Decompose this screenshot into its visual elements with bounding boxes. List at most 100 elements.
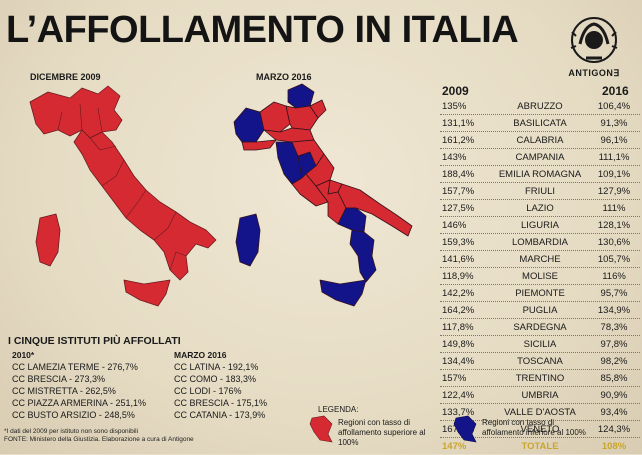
table-row: 122,4% UMBRIA 90,9% — [440, 387, 640, 404]
legend-title: LEGENDA: — [318, 405, 359, 414]
table-row: 161,2% CALABRIA 96,1% — [440, 132, 640, 149]
region-name: TOTALE — [521, 441, 559, 452]
region-veneto-shape — [285, 105, 319, 131]
source-note: FONTE: Ministero della Giustizia. Elabor… — [4, 436, 194, 443]
region-name: VALLE D'AOSTA — [504, 407, 576, 418]
region-name: SARDEGNA — [513, 322, 567, 333]
table-row: 157,7% FRIULI 127,9% — [440, 183, 640, 200]
value-2016: 134,9% — [597, 305, 631, 316]
table-row: 149,8% SICILIA 97,8% — [440, 336, 640, 353]
region-name: EMILIA ROMAGNA — [498, 169, 582, 180]
region-sicily-shape — [123, 279, 171, 307]
region-name: FRIULI — [524, 186, 556, 197]
row-divider — [440, 165, 640, 166]
table-row: 143% CAMPANIA 111,1% — [440, 149, 640, 166]
region-sardinia-2016-shape — [235, 213, 261, 267]
value-2016: 95,7% — [600, 288, 628, 299]
institute-item: CC BRESCIA - 175,1% — [174, 398, 268, 408]
row-divider — [440, 199, 640, 200]
region-name: ABRUZZO — [517, 101, 563, 112]
table-row: 141,6% MARCHE 105,7% — [440, 251, 640, 268]
value-2016: 128,1% — [597, 220, 631, 231]
region-sicily-2016-shape — [319, 279, 367, 307]
value-2009: 147% — [442, 441, 467, 452]
row-divider — [440, 250, 640, 251]
row-divider — [440, 182, 640, 183]
value-2016: 78,3% — [600, 322, 628, 333]
region-name: TRENTINO — [515, 373, 565, 384]
map-label-2016: MARZO 2016 — [256, 72, 312, 82]
table-total-row: 147% TOTALE 108% — [440, 438, 640, 455]
institute-item: CC CATANIA - 173,9% — [174, 410, 266, 420]
value-2009: 142,2% — [442, 288, 475, 299]
row-divider — [440, 114, 640, 115]
table-row: 142,2% PIEMONTE 95,7% — [440, 285, 640, 302]
legend-blue-region-icon — [453, 415, 477, 443]
region-peninsula-shape — [73, 129, 217, 281]
value-2009: 157% — [442, 373, 467, 384]
region-name: MARCHE — [519, 254, 561, 265]
region-name: LAZIO — [526, 203, 554, 214]
region-name: PUGLIA — [522, 305, 558, 316]
institute-item: CC LAMEZIA TERME - 276,7% — [12, 362, 138, 372]
page-title: L’AFFOLLAMENTO IN ITALIA — [6, 9, 519, 51]
value-2009: 164,2% — [442, 305, 475, 316]
value-2016: 90,9% — [600, 390, 628, 401]
region-puglia-shape — [337, 183, 413, 237]
institute-item: CC BUSTO ARSIZIO - 248,5% — [12, 410, 135, 420]
institute-item: CC MISTRETTA - 262,5% — [12, 386, 116, 396]
table-row: 117,8% SARDEGNA 78,3% — [440, 319, 640, 336]
table-row: 164,2% PUGLIA 134,9% — [440, 302, 640, 319]
table-row: 146% LIGURIA 128,1% — [440, 217, 640, 234]
map-label-2009: DICEMBRE 2009 — [30, 72, 101, 82]
row-divider — [440, 267, 640, 268]
region-name: CAMPANIA — [515, 152, 565, 163]
value-2009: 118,9% — [442, 271, 474, 282]
row-divider — [440, 335, 640, 336]
region-name: LIGURIA — [520, 220, 559, 231]
value-2016: 127,9% — [597, 186, 631, 197]
row-divider — [440, 420, 640, 421]
table-row: 159,3% LOMBARDIA 130,6% — [440, 234, 640, 251]
region-name: VENETO — [520, 424, 560, 435]
italy-map-2016 — [233, 83, 413, 307]
italy-map-2009 — [29, 85, 217, 307]
institutes-header-2016: MARZO 2016 — [174, 350, 227, 360]
region-name: LOMBARDIA — [512, 237, 568, 248]
table-row: 157% TRENTINO 85,8% — [440, 370, 640, 387]
value-2016: 93,4% — [600, 407, 628, 418]
region-friuli-shape — [309, 99, 327, 119]
region-north-shape — [29, 85, 123, 139]
value-2009: 122,4% — [442, 390, 475, 401]
region-name: MOLISE — [522, 271, 558, 282]
row-divider — [440, 233, 640, 234]
logo-text: ANTIGON∃ — [568, 68, 620, 78]
region-name: TOSCANA — [517, 356, 563, 367]
institute-item: CC COMO - 183,3% — [174, 374, 257, 384]
row-divider — [440, 437, 640, 438]
value-2009: 134,4% — [442, 356, 475, 367]
table-header-2009: 2009 — [442, 84, 469, 98]
region-name: SICILIA — [523, 339, 557, 350]
value-2016: 98,2% — [600, 356, 628, 367]
value-2009: 157,7% — [442, 186, 475, 197]
footnote: *I dati del 2009 per istituto non sono d… — [4, 428, 139, 435]
row-divider — [440, 131, 640, 132]
value-2016: 97,8% — [600, 339, 628, 350]
row-divider — [440, 369, 640, 370]
region-lombardia-shape — [259, 101, 291, 133]
row-divider — [440, 352, 640, 353]
value-2009: 159,3% — [442, 237, 475, 248]
row-divider — [440, 148, 640, 149]
institute-item: CC LODI - 176% — [174, 386, 242, 396]
region-sardinia-shape — [35, 213, 61, 267]
value-2009: 131,1% — [442, 118, 475, 129]
institute-item: CC LATINA - 192,1% — [174, 362, 259, 372]
value-2016: 111% — [602, 203, 626, 214]
value-2016: 106,4% — [597, 101, 631, 112]
value-2009: 127,5% — [442, 203, 475, 214]
value-2009: 141,6% — [442, 254, 475, 265]
region-name: PIEMONTE — [515, 288, 565, 299]
value-2009: 135% — [442, 101, 467, 112]
